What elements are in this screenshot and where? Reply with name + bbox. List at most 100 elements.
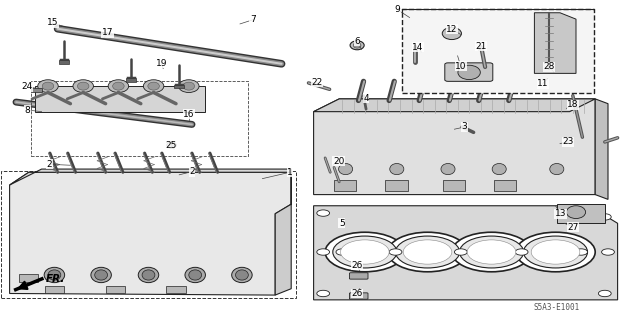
Text: 12: 12 bbox=[446, 25, 458, 34]
Bar bbox=[126, 78, 136, 82]
Polygon shape bbox=[275, 172, 291, 295]
Circle shape bbox=[575, 249, 588, 255]
Polygon shape bbox=[595, 99, 608, 199]
Ellipse shape bbox=[95, 270, 108, 280]
Circle shape bbox=[333, 236, 397, 268]
Circle shape bbox=[602, 249, 614, 255]
Circle shape bbox=[317, 290, 330, 297]
Text: 28: 28 bbox=[543, 63, 555, 71]
Text: 13: 13 bbox=[555, 209, 566, 218]
FancyBboxPatch shape bbox=[349, 273, 368, 279]
Polygon shape bbox=[534, 13, 576, 73]
Polygon shape bbox=[10, 169, 291, 185]
FancyBboxPatch shape bbox=[445, 63, 493, 81]
Ellipse shape bbox=[183, 82, 195, 90]
Ellipse shape bbox=[566, 206, 586, 219]
Text: 2: 2 bbox=[189, 167, 195, 176]
FancyBboxPatch shape bbox=[349, 293, 368, 299]
Bar bbox=[174, 85, 184, 88]
Polygon shape bbox=[557, 204, 605, 223]
Ellipse shape bbox=[353, 42, 361, 48]
Text: 5: 5 bbox=[339, 219, 344, 228]
Text: S5A3-E1001: S5A3-E1001 bbox=[534, 303, 580, 312]
Circle shape bbox=[388, 232, 467, 272]
Circle shape bbox=[531, 240, 580, 264]
Bar bbox=[334, 180, 356, 191]
Circle shape bbox=[452, 232, 531, 272]
Text: 20: 20 bbox=[333, 157, 344, 166]
Text: 26: 26 bbox=[351, 261, 363, 270]
Text: 8: 8 bbox=[25, 106, 30, 115]
Ellipse shape bbox=[350, 41, 364, 50]
Ellipse shape bbox=[113, 82, 124, 90]
Text: 3: 3 bbox=[462, 122, 467, 131]
Ellipse shape bbox=[179, 80, 199, 93]
Circle shape bbox=[515, 249, 528, 255]
Circle shape bbox=[467, 240, 516, 264]
Circle shape bbox=[317, 210, 330, 216]
Text: 15: 15 bbox=[47, 19, 58, 27]
Circle shape bbox=[396, 236, 460, 268]
Bar bbox=[443, 180, 465, 191]
Bar bbox=[494, 180, 516, 191]
Ellipse shape bbox=[339, 164, 353, 175]
Ellipse shape bbox=[390, 164, 404, 175]
Circle shape bbox=[340, 240, 389, 264]
Ellipse shape bbox=[232, 267, 252, 283]
Ellipse shape bbox=[550, 164, 564, 175]
Ellipse shape bbox=[138, 267, 159, 283]
Text: 16: 16 bbox=[183, 110, 195, 119]
Ellipse shape bbox=[108, 80, 129, 93]
Circle shape bbox=[389, 249, 402, 255]
Bar bbox=[402, 9, 594, 93]
Circle shape bbox=[454, 249, 467, 255]
Ellipse shape bbox=[42, 82, 54, 90]
Text: 11: 11 bbox=[537, 79, 548, 88]
Bar bbox=[31, 88, 42, 92]
Circle shape bbox=[403, 240, 452, 264]
Polygon shape bbox=[314, 99, 595, 195]
Circle shape bbox=[460, 236, 524, 268]
Text: 2: 2 bbox=[47, 160, 52, 169]
Text: 22: 22 bbox=[311, 78, 323, 87]
Ellipse shape bbox=[236, 270, 248, 280]
Ellipse shape bbox=[44, 267, 65, 283]
Polygon shape bbox=[314, 99, 595, 112]
Ellipse shape bbox=[38, 80, 58, 93]
Text: 1: 1 bbox=[287, 168, 292, 177]
Ellipse shape bbox=[458, 65, 480, 80]
Text: FR.: FR. bbox=[46, 274, 65, 284]
Ellipse shape bbox=[73, 80, 93, 93]
Text: 27: 27 bbox=[567, 223, 579, 232]
Text: 17: 17 bbox=[102, 28, 113, 37]
Text: 18: 18 bbox=[567, 100, 579, 109]
Bar bbox=[1, 171, 296, 298]
Bar bbox=[19, 274, 38, 282]
Bar bbox=[45, 286, 64, 293]
Ellipse shape bbox=[148, 82, 159, 90]
Circle shape bbox=[516, 232, 595, 272]
Ellipse shape bbox=[441, 164, 455, 175]
Text: 19: 19 bbox=[156, 59, 167, 68]
Bar bbox=[59, 60, 69, 64]
Circle shape bbox=[336, 249, 349, 255]
Text: 24: 24 bbox=[21, 82, 33, 91]
Ellipse shape bbox=[185, 267, 205, 283]
Ellipse shape bbox=[77, 82, 89, 90]
Ellipse shape bbox=[189, 270, 202, 280]
Text: 7: 7 bbox=[250, 15, 255, 24]
Polygon shape bbox=[35, 86, 205, 112]
Circle shape bbox=[598, 290, 611, 297]
Text: 26: 26 bbox=[351, 289, 363, 298]
Bar bbox=[31, 81, 248, 156]
Text: 21: 21 bbox=[476, 42, 487, 51]
Ellipse shape bbox=[442, 27, 461, 40]
Circle shape bbox=[325, 232, 404, 272]
Text: 10: 10 bbox=[455, 62, 467, 71]
Ellipse shape bbox=[492, 164, 506, 175]
Circle shape bbox=[598, 214, 611, 220]
Ellipse shape bbox=[142, 270, 155, 280]
Bar bbox=[106, 286, 125, 293]
Text: 4: 4 bbox=[364, 94, 369, 103]
Text: 25: 25 bbox=[166, 141, 177, 150]
